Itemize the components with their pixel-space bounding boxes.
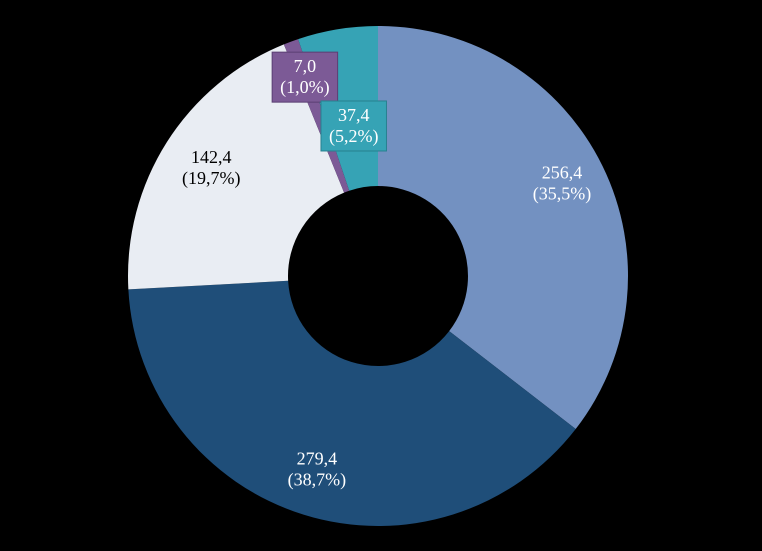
slice-pct-label: (5,2%) (329, 126, 378, 147)
slice-label-4: 7,0 (1,0%) (280, 56, 329, 98)
slice-value-label: 279,4 (297, 449, 338, 469)
slice-label-group-4: 7,0 (1,0%) (271, 51, 339, 103)
slice-value-label: 142,4 (191, 147, 232, 167)
slice-pct-label: (1,0%) (280, 77, 329, 98)
slice-label-group-1: 256,4 (35,5%) (533, 163, 591, 205)
slice-label-3: 142,4 (19,7%) (182, 147, 240, 189)
pie-slice-2 (128, 280, 576, 526)
slice-label-2: 279,4 (38,7%) (288, 449, 346, 491)
slice-label-group-3: 142,4 (19,7%) (182, 147, 240, 189)
slice-pct-label: (38,7%) (288, 470, 346, 491)
slice-pct-label: (35,5%) (533, 184, 591, 205)
slice-label-group-5: 37,4 (5,2%) (320, 100, 387, 152)
slice-label-1: 256,4 (35,5%) (533, 163, 591, 205)
slice-label-group-2: 279,4 (38,7%) (288, 449, 346, 491)
pie-slice-1 (378, 26, 629, 430)
slice-value-label: 7,0 (294, 56, 317, 76)
slice-pct-label: (19,7%) (182, 168, 240, 189)
slice-value-label: 37,4 (338, 105, 370, 125)
slice-label-5: 37,4 (5,2%) (329, 105, 378, 147)
pie-slice-3 (128, 44, 345, 290)
slice-label-box-5 (320, 100, 387, 152)
slice-label-box-4 (271, 51, 339, 103)
slice-value-label: 256,4 (542, 163, 583, 183)
